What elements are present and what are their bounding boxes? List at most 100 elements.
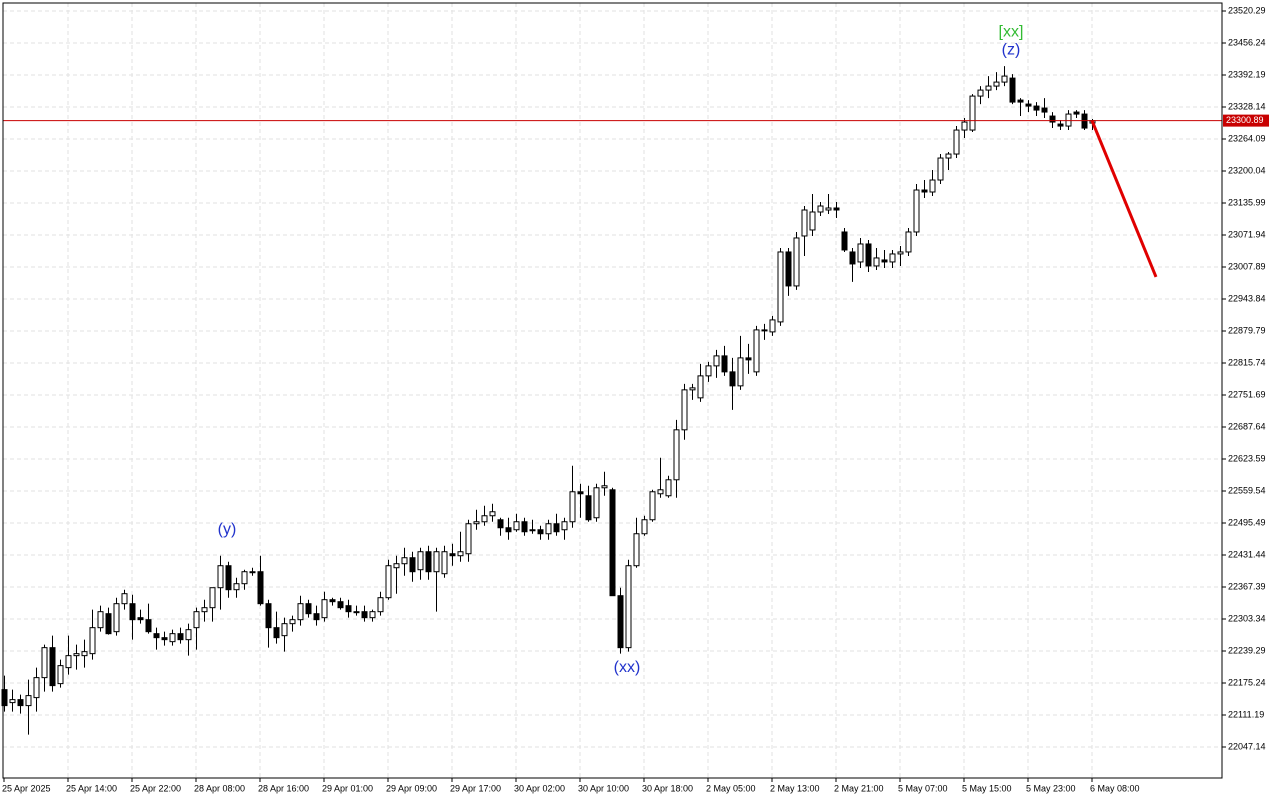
candle-body (609, 489, 616, 597)
candle-body (489, 511, 496, 517)
candle-body (745, 357, 752, 361)
candle-body (441, 551, 448, 575)
candle-body (1017, 99, 1024, 103)
candle-body (841, 231, 848, 251)
candle-body (185, 629, 192, 641)
y-tick-label: 23071.94 (1228, 229, 1266, 239)
candle-body (905, 231, 912, 253)
candle-body (89, 627, 96, 655)
candle-body (289, 619, 296, 625)
candle-body (161, 637, 168, 641)
y-tick-label: 23200.04 (1228, 165, 1266, 175)
x-tick-label: 5 May 23:00 (1026, 783, 1076, 793)
y-tick-label: 22687.64 (1228, 421, 1266, 431)
candle-body (73, 653, 80, 657)
x-tick-label: 2 May 21:00 (834, 783, 884, 793)
candle-body (49, 647, 56, 687)
candle-body (561, 521, 568, 531)
candle-body (993, 81, 1000, 87)
candle-body (393, 563, 400, 569)
current-price-box (1223, 114, 1269, 127)
candle-body (737, 357, 744, 387)
x-tick-label: 25 Apr 14:00 (66, 783, 117, 793)
candle-body (657, 489, 664, 495)
candle-body (1001, 75, 1008, 83)
y-tick-label: 22047.14 (1228, 741, 1266, 751)
candle-body (665, 479, 672, 497)
candle-body (721, 355, 728, 373)
candle-body (497, 519, 504, 529)
candle-body (761, 329, 768, 332)
candle-body (57, 665, 64, 685)
candle-body (385, 565, 392, 599)
candle-body (249, 571, 256, 574)
candle-body (137, 617, 144, 621)
candle-body (201, 607, 208, 613)
candle-body (1065, 113, 1072, 127)
candle-body (425, 551, 432, 573)
candle-body (257, 571, 264, 605)
candle-body (897, 251, 904, 255)
candle-body (849, 251, 856, 265)
y-tick-label: 22495.49 (1228, 517, 1266, 527)
candle-body (145, 619, 152, 633)
x-tick-label: 29 Apr 01:00 (322, 783, 373, 793)
y-tick-label: 22303.34 (1228, 613, 1266, 623)
candle-body (521, 521, 528, 533)
candle-body (401, 557, 408, 565)
current-price-label: 23300.89 (1226, 115, 1264, 125)
candle-body (769, 319, 776, 333)
candle-body (577, 491, 584, 495)
candle-body (1049, 115, 1056, 123)
candle-body (641, 519, 648, 535)
x-tick-label: 28 Apr 16:00 (258, 783, 309, 793)
candle-body (585, 495, 592, 521)
y-tick-label: 22367.39 (1228, 581, 1266, 591)
candle-body (977, 89, 984, 97)
candle-body (345, 605, 352, 613)
candle-body (1, 689, 8, 707)
candle-body (17, 699, 24, 707)
candle-body (921, 189, 928, 193)
x-tick-label: 30 Apr 02:00 (514, 783, 565, 793)
candle-body (65, 655, 72, 669)
x-tick-label: 25 Apr 2025 (2, 783, 51, 793)
y-tick-label: 22879.79 (1228, 325, 1266, 335)
x-tick-label: 29 Apr 17:00 (450, 783, 501, 793)
candle-body (729, 371, 736, 387)
candle-body (697, 375, 704, 399)
x-tick-label: 5 May 15:00 (962, 783, 1012, 793)
candle-body (105, 613, 112, 635)
candle-body (865, 243, 872, 267)
y-tick-label: 23520.29 (1228, 5, 1266, 15)
candle-body (873, 257, 880, 267)
wave-label: [xx] (999, 23, 1024, 40)
candle-body (281, 623, 288, 637)
candle-body (433, 551, 440, 573)
candle-body (505, 527, 512, 533)
y-tick-label: 22239.29 (1228, 645, 1266, 655)
candle-body (569, 491, 576, 523)
candle-body (1073, 111, 1080, 115)
x-tick-label: 5 May 07:00 (898, 783, 948, 793)
candle-body (25, 695, 32, 707)
candle-body (593, 487, 600, 519)
candle-body (313, 613, 320, 621)
candle-body (473, 521, 480, 525)
candle-body (417, 551, 424, 571)
candle-body (673, 429, 680, 481)
candle-body (241, 571, 248, 585)
candle-body (305, 603, 312, 615)
y-tick-label: 23328.14 (1228, 101, 1266, 111)
candle-body (785, 251, 792, 287)
candle-body (833, 207, 840, 211)
candle-body (369, 611, 376, 619)
candle-body (625, 565, 632, 649)
candle-body (169, 633, 176, 643)
candle-body (41, 647, 48, 679)
y-tick-label: 22111.19 (1228, 709, 1264, 719)
candle-body (329, 599, 336, 603)
candle-body (481, 515, 488, 523)
